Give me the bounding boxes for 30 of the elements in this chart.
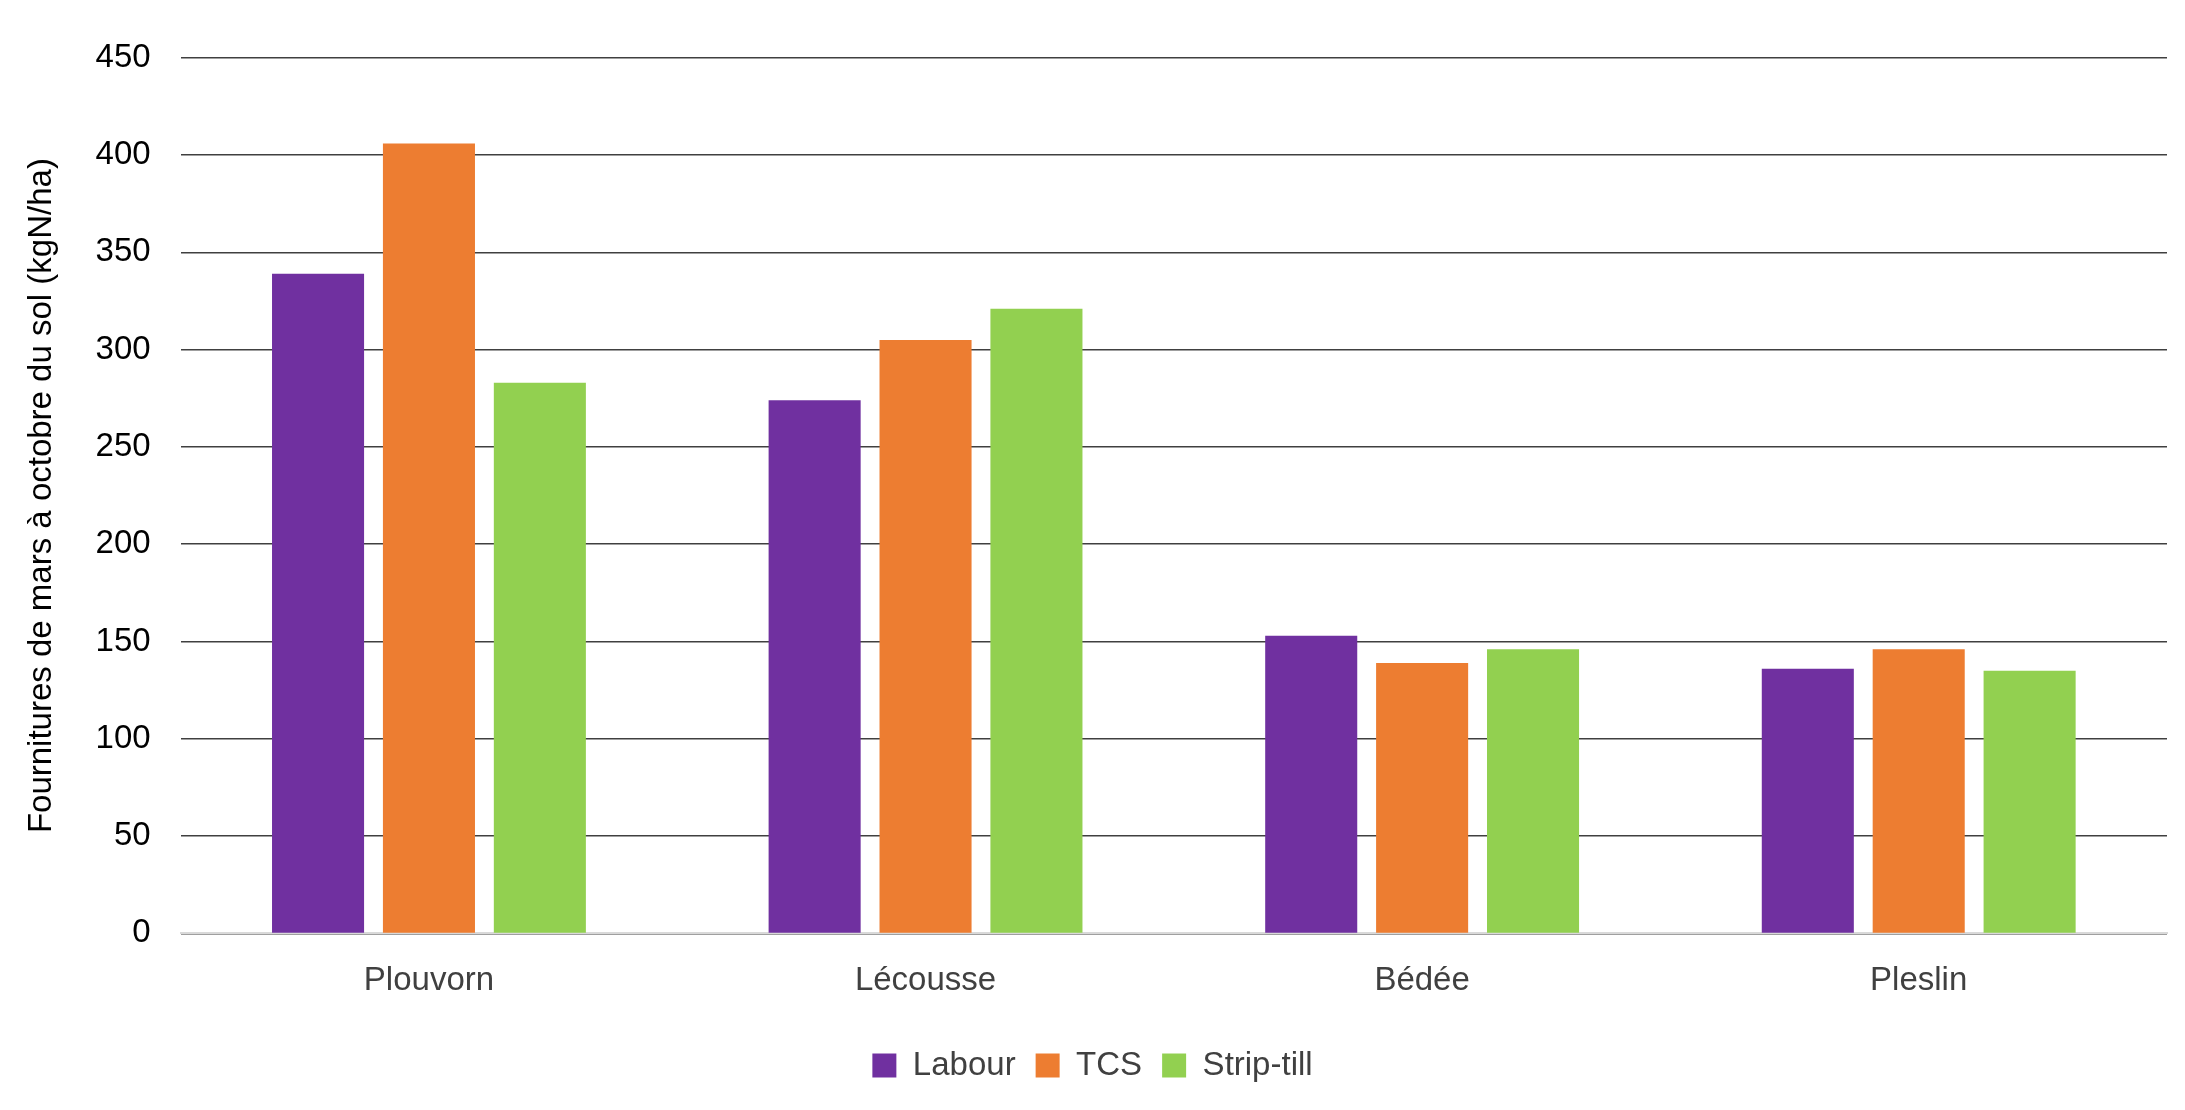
y-tick-label: 400 <box>95 134 151 172</box>
bar <box>1487 649 1580 933</box>
y-tick-label: 0 <box>132 912 151 950</box>
y-axis-title: Fournitures de mars à octobre du sol (kgN/ha) <box>20 158 58 834</box>
y-tick-label: 150 <box>95 620 151 658</box>
y-tick-label: 50 <box>113 815 151 853</box>
y-tick-label: 350 <box>95 231 151 269</box>
y-tick-label: 450 <box>95 36 151 74</box>
bar <box>990 308 1083 933</box>
y-tick-label: 200 <box>95 523 151 561</box>
bar <box>1265 635 1358 933</box>
bar <box>493 382 586 933</box>
bar <box>1761 668 1854 933</box>
bar <box>272 273 365 933</box>
y-tick-label: 250 <box>95 426 151 464</box>
bar <box>1872 649 1965 933</box>
bar <box>1376 662 1469 933</box>
bar <box>768 400 861 933</box>
x-tick-label: Pleslin <box>1870 960 1968 998</box>
legend-label: Labour <box>912 1044 1016 1082</box>
bar <box>879 339 972 933</box>
y-tick-label: 300 <box>95 328 151 366</box>
x-tick-label: Lécousse <box>854 960 997 998</box>
y-tick-label: 100 <box>95 717 151 755</box>
bar <box>382 143 475 933</box>
x-tick-label: Plouvorn <box>363 960 495 998</box>
x-tick-label: Bédée <box>1374 960 1470 998</box>
legend-label: TCS <box>1076 1044 1143 1082</box>
legend-label: Strip-till <box>1202 1044 1313 1082</box>
bar <box>1983 670 2076 933</box>
